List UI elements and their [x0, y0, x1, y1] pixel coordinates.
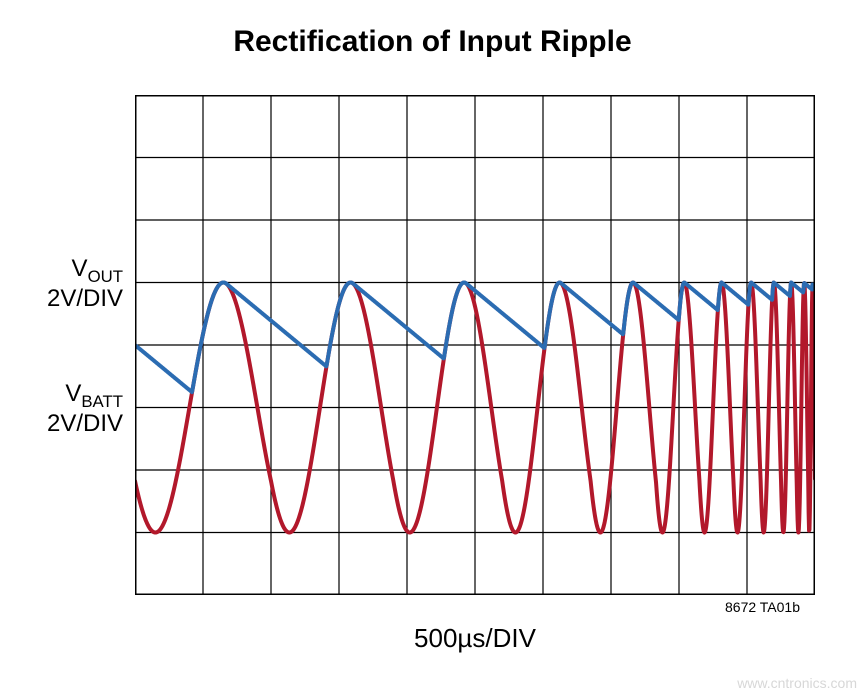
- watermark-text: www.cntronics.com: [737, 675, 857, 691]
- y-label-vbatt: VBATT2V/DIV: [0, 381, 123, 438]
- plot-svg: [135, 95, 815, 595]
- chart-title: Rectification of Input Ripple: [0, 25, 865, 59]
- plot-area: [135, 95, 815, 595]
- y-label-vout: VOUT2V/DIV: [0, 256, 123, 313]
- x-axis-label: 500µs/DIV: [135, 623, 815, 654]
- figure-code: 8672 TA01b: [725, 599, 800, 615]
- chart-container: Rectification of Input Ripple VOUT2V/DIV…: [0, 0, 865, 697]
